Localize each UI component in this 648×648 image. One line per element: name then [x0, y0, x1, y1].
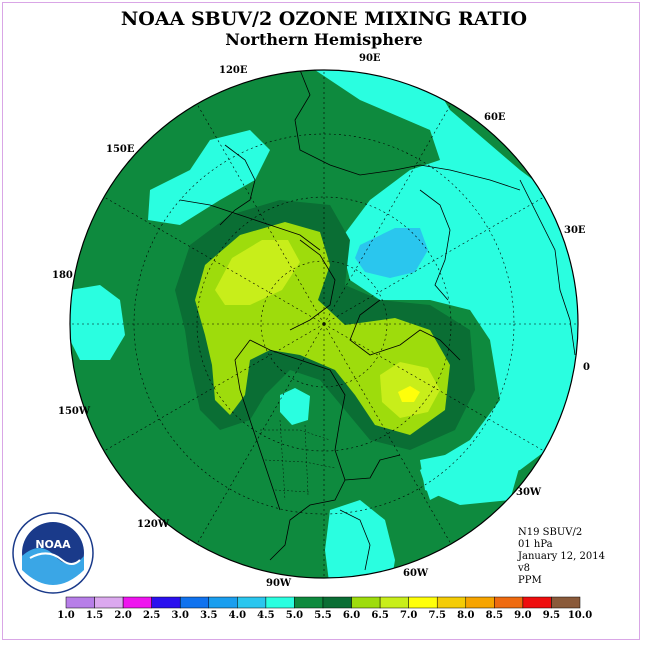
cyan-region-atlantic — [420, 450, 520, 505]
lon-label-30w: 30W — [516, 487, 542, 498]
cyan-region-east — [300, 70, 578, 500]
colorbar-tick-label: 9.0 — [514, 610, 531, 621]
colorbar-tick-label: 7.5 — [429, 610, 446, 621]
lon-label-90w: 90W — [266, 578, 292, 589]
info-pressure: 01 hPa — [518, 539, 553, 550]
state-borders — [260, 419, 336, 501]
noaa-logo-text: NOAA — [35, 538, 71, 551]
graticule — [70, 70, 578, 578]
lon-label-90e: 90E — [359, 53, 381, 64]
colorbar-tick-label: 3.0 — [172, 610, 189, 621]
colorbar-swatch — [436, 596, 467, 609]
colorbar-swatch — [294, 596, 324, 609]
blue-region-siberia — [355, 228, 428, 278]
info-version: v8 — [518, 563, 531, 574]
colorbar-swatch — [122, 596, 152, 609]
cyan-region-top — [330, 70, 400, 80]
ozone-field — [70, 70, 578, 578]
colorbar-tick-label: 1.0 — [57, 610, 74, 621]
colorbar-tick-label: 5.5 — [314, 610, 331, 621]
colorbar: 1.0 1.5 2.0 2.5 3.0 3.5 4.0 4.5 5.0 5.5 6.0 6.5 7.0 7… — [57, 596, 592, 621]
info-units: PPM — [518, 575, 542, 586]
map-subtitle: Northern Hemisphere — [225, 30, 423, 49]
colorbar-swatch — [379, 596, 409, 609]
colorbar-swatch — [494, 596, 524, 609]
colorbar-tick-label: 4.0 — [229, 610, 246, 621]
yellow-region — [398, 386, 420, 402]
colorbar-swatch — [94, 596, 124, 609]
colorbar-tick-label: 10.0 — [568, 610, 592, 621]
colorbar-tick-label: 6.5 — [371, 610, 388, 621]
noaa-logo: NOAA — [12, 512, 94, 594]
globe-outline — [69, 69, 579, 579]
colorbar-swatch — [408, 596, 438, 609]
lon-label-120e: 120E — [219, 65, 248, 76]
map-title: NOAA SBUV/2 OZONE MIXING RATIO — [120, 8, 528, 30]
lon-label-150w: 150W — [58, 406, 91, 417]
lon-label-120w: 120W — [137, 519, 170, 530]
colorbar-tick-label: 4.5 — [257, 610, 274, 621]
cyan-region-pacific — [148, 130, 270, 225]
colorbar-swatch — [179, 596, 210, 609]
cyan-region-hudson — [280, 388, 310, 425]
colorbar-tick-label: 8.5 — [486, 610, 503, 621]
lon-label-60e: 60E — [484, 112, 506, 123]
colorbar-swatch — [465, 596, 495, 609]
colorbar-swatch — [208, 596, 238, 609]
lon-label-150e: 150E — [106, 144, 135, 155]
info-block: N19 SBUV/2 01 hPa January 12, 2014 v8 PP… — [518, 527, 605, 587]
colorbar-tick-label: 3.5 — [200, 610, 217, 621]
colorbar-tick-label: 9.5 — [543, 610, 560, 621]
info-satellite: N19 SBUV/2 — [518, 527, 583, 538]
colorbar-tick-label: 2.0 — [114, 610, 131, 621]
yellowgreen-region-west — [215, 240, 300, 305]
colorbar-tick-label: 6.0 — [343, 610, 360, 621]
cyan-region-west — [70, 285, 125, 360]
lon-label-60w: 60W — [403, 568, 429, 579]
colorbar-swatch — [65, 596, 95, 609]
colorbar-swatch — [322, 596, 352, 609]
lon-label-180: 180 — [52, 270, 73, 281]
colorbar-swatch — [265, 596, 295, 609]
info-date: January 12, 2014 — [518, 551, 605, 562]
figure-frame — [2, 2, 640, 640]
lon-label-30e: 30E — [564, 225, 586, 236]
colorbar-tick-label: 7.0 — [400, 610, 417, 621]
colorbar-swatch — [237, 596, 267, 609]
colorbar-tick-label: 1.5 — [86, 610, 103, 621]
colorbar-tick-label: 5.0 — [286, 610, 303, 621]
colorbar-swatch — [351, 596, 381, 609]
coastlines — [179, 70, 576, 571]
lon-label-0: 0 — [583, 362, 590, 373]
cyan-region-south — [325, 500, 395, 578]
colorbar-swatch — [551, 596, 581, 609]
colorbar-swatch — [151, 596, 181, 609]
colorbar-tick-label: 2.5 — [143, 610, 160, 621]
colorbar-swatch — [522, 596, 552, 609]
colorbar-tick-label: 8.0 — [457, 610, 474, 621]
